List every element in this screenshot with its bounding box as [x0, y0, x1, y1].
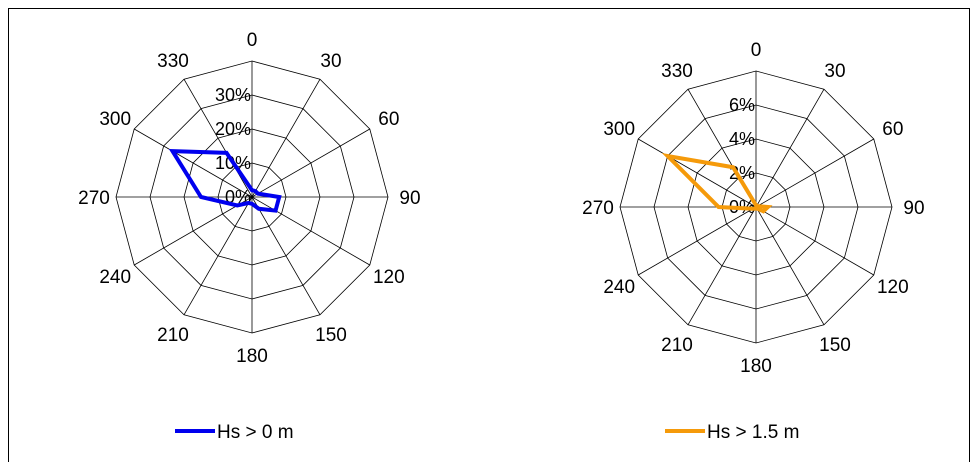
grid-spoke [251, 128, 370, 198]
direction-label: 60 [378, 109, 399, 130]
direction-label: 240 [99, 267, 131, 288]
figure-frame [8, 8, 970, 462]
legend: Hs > 0 m [175, 422, 294, 443]
grid-spoke [638, 206, 757, 276]
series-line [661, 152, 773, 214]
direction-label: 210 [157, 325, 189, 346]
grid-spoke [251, 196, 321, 315]
grid-spoke [755, 206, 874, 276]
radial-tick-label: 6% [729, 95, 755, 115]
radial-tick-label: 30% [215, 85, 251, 105]
direction-label: 240 [603, 277, 635, 298]
wave-rose-hs-0: 03060901201501802102402703003300%10%20%3… [78, 30, 420, 443]
legend-label: Hs > 0 m [217, 422, 294, 443]
direction-label: 0 [751, 40, 762, 61]
direction-label: 330 [157, 51, 189, 72]
grid-spoke [183, 79, 253, 198]
direction-label: 120 [877, 277, 909, 298]
grid-spoke [134, 128, 253, 198]
grid-spoke [638, 138, 757, 208]
legend: Hs > 1.5 m [665, 422, 799, 443]
radial-tick-label: 4% [729, 129, 755, 149]
direction-label: 150 [819, 335, 851, 356]
direction-label: 150 [315, 325, 347, 346]
radial-tick-label: 20% [215, 119, 251, 139]
direction-label: 0 [247, 30, 258, 51]
direction-label: 270 [582, 198, 614, 219]
legend-label: Hs > 1.5 m [707, 422, 799, 443]
grid-spoke [134, 196, 253, 266]
direction-label: 90 [399, 188, 420, 209]
direction-label: 270 [78, 188, 110, 209]
grid-spoke [251, 196, 370, 266]
grid-spoke [755, 138, 874, 208]
direction-label: 30 [320, 51, 341, 72]
direction-label: 300 [603, 119, 635, 140]
direction-label: 30 [824, 61, 845, 82]
grid-spoke [251, 79, 321, 198]
direction-label: 180 [740, 356, 772, 377]
series-line [168, 148, 282, 213]
grid-spoke [755, 206, 825, 325]
wave-rose-hs-1-5: 03060901201501802102402703003300%2%4%6%H… [582, 40, 924, 443]
direction-label: 90 [903, 198, 924, 219]
grid-spoke [687, 206, 757, 325]
direction-label: 330 [661, 61, 693, 82]
direction-label: 60 [882, 119, 903, 140]
direction-label: 300 [99, 109, 131, 130]
grid-spoke [755, 89, 825, 208]
direction-label: 120 [373, 267, 405, 288]
direction-label: 210 [661, 335, 693, 356]
grid-spoke [183, 196, 253, 315]
direction-label: 180 [236, 346, 268, 367]
